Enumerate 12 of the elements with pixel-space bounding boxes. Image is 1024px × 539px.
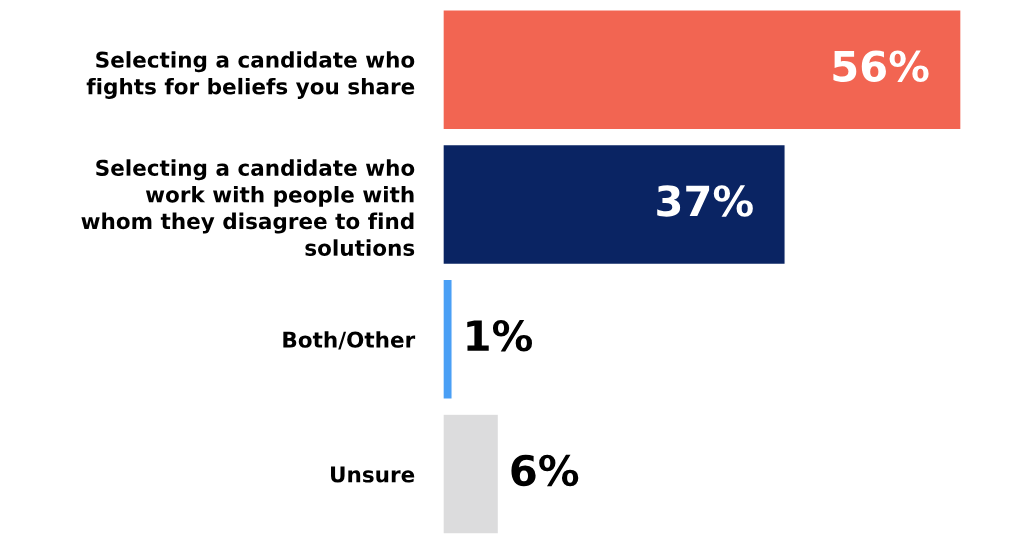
bar [442, 278, 453, 401]
y-tick-label: Selecting a candidate who fights for beliefs you share [86, 51, 415, 99]
y-tick-label: Selecting a candidate who work with people with whom they disagree to find solutions [81, 159, 415, 256]
bar [442, 413, 500, 535]
data-label: 1% [467, 319, 533, 352]
data-label: 6% [511, 454, 579, 487]
y-tick-label: Both/Other [283, 331, 416, 350]
data-label: 56% [833, 50, 929, 82]
data-label: 37% [657, 185, 753, 217]
bar [442, 9, 962, 131]
y-tick-label: Unsure [331, 466, 415, 483]
bar [442, 143, 786, 266]
